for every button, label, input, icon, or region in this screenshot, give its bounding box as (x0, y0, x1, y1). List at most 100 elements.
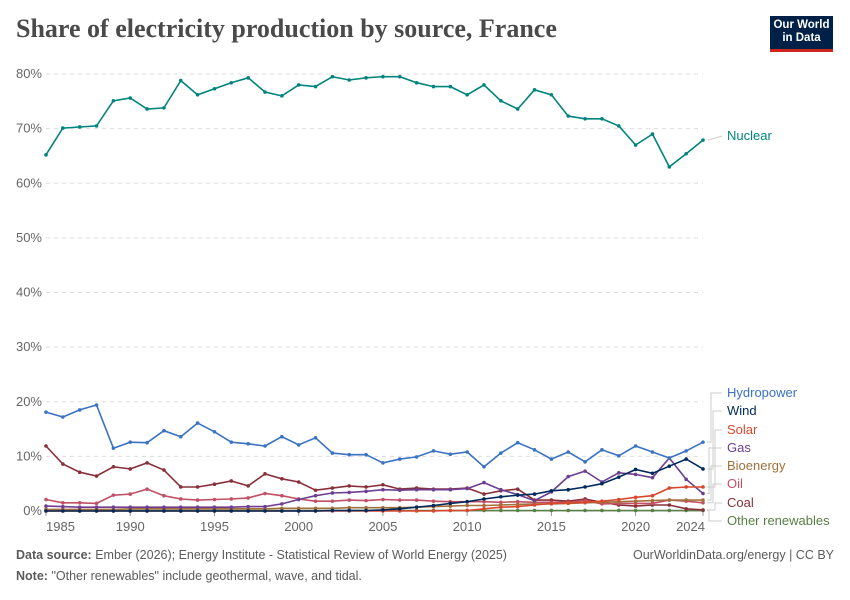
data-point (650, 475, 655, 480)
data-point (397, 74, 402, 79)
data-point (684, 477, 688, 482)
data-point (61, 501, 65, 505)
label-connector (707, 483, 722, 504)
series-label: Coal (727, 495, 754, 510)
data-point (44, 497, 48, 502)
data-point (195, 485, 200, 489)
data-point (296, 83, 301, 87)
data-point (145, 440, 149, 445)
data-point (515, 487, 520, 491)
data-point (482, 83, 486, 87)
data-point (414, 487, 419, 492)
data-point (448, 508, 453, 513)
data-point (381, 74, 385, 79)
owid-logo[interactable]: Our World in Data (770, 16, 833, 52)
data-point (162, 493, 166, 498)
data-point (77, 470, 82, 475)
series-line-hydropower (45, 404, 704, 468)
data-point (684, 449, 688, 453)
data-point (667, 498, 672, 502)
data-point (482, 499, 486, 504)
series-line-nuclear (45, 75, 704, 169)
data-point (296, 509, 301, 513)
data-point (650, 132, 655, 136)
data-point (633, 472, 638, 477)
data-point (330, 508, 335, 513)
data-point (77, 509, 82, 513)
data-point (212, 429, 217, 434)
series-label: Gas (727, 440, 751, 455)
data-point (145, 487, 149, 491)
data-point (650, 450, 655, 454)
data-point (162, 428, 166, 433)
label-connector (707, 465, 722, 501)
data-point (465, 92, 469, 97)
data-point (633, 504, 638, 508)
data-point (128, 96, 133, 100)
data-point (229, 505, 234, 509)
data-point (111, 446, 116, 450)
data-point (566, 508, 571, 513)
data-point (600, 481, 604, 486)
data-point (465, 450, 469, 454)
x-tick-label: 2010 (453, 519, 482, 534)
data-point (94, 509, 99, 513)
data-point (499, 494, 503, 499)
note-label: Note: (16, 569, 48, 583)
data-point (195, 498, 200, 502)
data-point (280, 476, 284, 481)
data-point (583, 508, 587, 513)
y-tick-label: 60% (16, 175, 42, 190)
data-point (633, 467, 638, 472)
data-point (61, 509, 65, 513)
data-point (532, 508, 537, 513)
data-point (296, 480, 301, 484)
data-point (330, 451, 335, 455)
data-point (633, 444, 638, 448)
data-point (583, 485, 587, 489)
data-point (313, 509, 318, 513)
data-point (515, 107, 520, 111)
data-point (212, 482, 217, 487)
data-point (482, 464, 486, 469)
data-point (128, 509, 133, 513)
data-point (414, 455, 419, 459)
data-point (229, 440, 234, 444)
data-point (650, 508, 655, 513)
data-point (616, 470, 621, 475)
data-point (566, 114, 571, 118)
data-point (616, 454, 621, 458)
series-label: Oil (727, 476, 743, 491)
x-tick-label: 2015 (537, 519, 566, 534)
data-point (448, 487, 453, 492)
data-point (667, 486, 672, 490)
data-point (162, 509, 166, 513)
series-label: Bioenergy (727, 458, 786, 473)
data-point (633, 143, 638, 147)
data-point (364, 498, 368, 503)
data-point (178, 434, 183, 439)
source-url[interactable]: OurWorldinData.org/energy | CC BY (632, 548, 834, 562)
data-point (583, 500, 587, 505)
note-text: "Other renewables" include geothermal, w… (51, 569, 362, 583)
data-point (532, 503, 537, 507)
data-point (633, 508, 638, 513)
data-point (364, 505, 368, 510)
data-point (162, 106, 166, 110)
data-point (313, 499, 318, 503)
data-point (549, 501, 554, 506)
data-point (229, 509, 234, 513)
data-point (347, 484, 352, 488)
data-point (111, 98, 116, 103)
data-point (263, 509, 267, 513)
x-tick-label: 1985 (46, 519, 75, 534)
data-point (684, 498, 688, 502)
data-point (414, 80, 419, 85)
data-point (280, 506, 284, 511)
data-point (431, 503, 436, 508)
y-tick-label: 30% (16, 339, 42, 354)
data-point (111, 505, 116, 509)
data-point (414, 505, 419, 509)
data-point (616, 497, 621, 502)
data-point (482, 503, 486, 508)
